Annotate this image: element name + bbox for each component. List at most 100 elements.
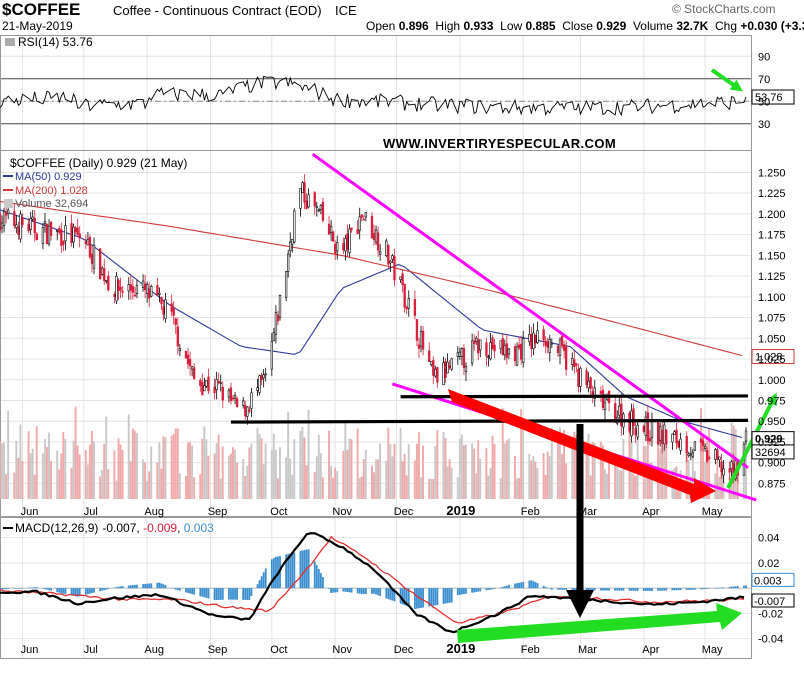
macd-histogram-bar (518, 582, 521, 589)
macd-histogram-bar (458, 588, 461, 595)
macd-histogram-bar (691, 588, 694, 590)
macd-legend: MACD(12,26,9) -0.007, -0.009, 0.003 (15, 521, 214, 535)
price-candle (227, 389, 231, 398)
macd-histogram-bar (461, 588, 463, 595)
price-candle (458, 351, 462, 357)
price-candle (289, 241, 292, 252)
macd-histogram-bar (532, 581, 535, 589)
volume-bar (150, 446, 153, 499)
volume-bar (456, 477, 459, 499)
volume-bar (446, 466, 449, 499)
price-candle (673, 431, 676, 435)
macd-histogram-bar (671, 588, 674, 591)
volume-bar (205, 439, 208, 499)
price-candle (487, 356, 490, 358)
volume-bar (542, 453, 545, 499)
price-candle (334, 243, 337, 254)
price-candle (346, 233, 349, 250)
volume-bar (407, 444, 410, 499)
price-candle (60, 229, 63, 246)
price-candle (315, 206, 318, 208)
price-candle (29, 218, 32, 230)
signal-legend-value: -0.009 (143, 521, 177, 535)
macd-histogram-bar (716, 587, 719, 589)
price-candle (313, 192, 316, 207)
macd-histogram-bar (74, 588, 77, 597)
price-y-tick: 0.925 (758, 437, 786, 449)
macd-histogram-bar (119, 586, 122, 589)
macd-histogram-bar (508, 584, 510, 589)
macd-histogram-bar (150, 583, 153, 589)
macd-histogram-bar (416, 588, 418, 609)
price-candle (127, 284, 130, 292)
macd-histogram-bar (471, 588, 474, 593)
volume-bar (313, 472, 316, 499)
price-candle (685, 436, 688, 454)
macd-histogram-bar (50, 588, 52, 591)
price-candle (0, 222, 4, 229)
price-candle (507, 348, 511, 355)
price-candle (70, 223, 73, 243)
macd-histogram-bar (289, 553, 292, 589)
volume-bar (334, 467, 337, 499)
price-candle (301, 182, 304, 193)
volume-bar (160, 468, 163, 499)
price-y-tick: 1.225 (758, 188, 786, 200)
macd-histogram-bar (84, 588, 87, 595)
price-candle (403, 283, 406, 308)
macd-histogram-bar (706, 588, 709, 589)
volume-bar (550, 427, 553, 499)
price-candle (190, 366, 194, 370)
price-candle (573, 359, 576, 368)
price-candle (663, 424, 666, 445)
macd-histogram-bar (358, 588, 361, 594)
price-candle (178, 348, 182, 352)
volume-bar (207, 455, 210, 499)
volume-bar (84, 450, 87, 499)
macd-histogram-bar (203, 588, 206, 598)
macd-x-tick: May (702, 644, 723, 656)
macd-histogram-bar (702, 588, 704, 590)
ma200-line (0, 200, 743, 357)
macd-histogram-bar (33, 587, 36, 589)
volume-bar (330, 465, 333, 499)
macd-histogram-bar (659, 588, 662, 591)
macd-histogram-bar (142, 584, 144, 589)
macd-histogram-bar (405, 588, 408, 606)
chart-instrument-name: Coffee - Continuous Contract (EOD) (113, 3, 322, 18)
macd-histogram-bar (465, 588, 467, 594)
macd-histogram-bar (328, 588, 330, 589)
price-candle (415, 319, 419, 341)
price-candle (571, 358, 574, 365)
price-candle (362, 218, 365, 221)
volume-bar (13, 472, 16, 499)
price-candle (7, 209, 10, 214)
price-y-tick: 0.875 (758, 478, 786, 490)
volume-bar (315, 456, 318, 499)
volume-bar (704, 462, 707, 499)
macd-histogram-bar (213, 588, 216, 601)
open-label: Open (366, 19, 396, 33)
macd-histogram-bar (622, 588, 625, 591)
volume-bar (258, 433, 261, 499)
price-candle (76, 227, 79, 235)
macd-histogram-bar (687, 588, 690, 590)
volume-bar (74, 406, 77, 499)
volume-bar (78, 454, 81, 499)
volume-bar (201, 438, 204, 499)
rsi-y-tick: 90 (758, 51, 770, 63)
macd-histogram-bar (730, 586, 733, 589)
price-candle (501, 338, 504, 356)
macd-histogram-bar (230, 588, 232, 600)
volume-bar (489, 468, 492, 499)
price-candle (550, 342, 553, 345)
price-x-tick: Mar (578, 506, 597, 518)
macd-x-tick: Oct (270, 644, 287, 656)
price-candle (319, 205, 323, 210)
volume-bar (90, 430, 93, 499)
volume-bar (364, 449, 367, 499)
macd-histogram-bar (456, 588, 459, 596)
volume-bar (373, 472, 375, 499)
price-candle (708, 457, 711, 460)
price-y-tick: 0.900 (758, 458, 786, 470)
